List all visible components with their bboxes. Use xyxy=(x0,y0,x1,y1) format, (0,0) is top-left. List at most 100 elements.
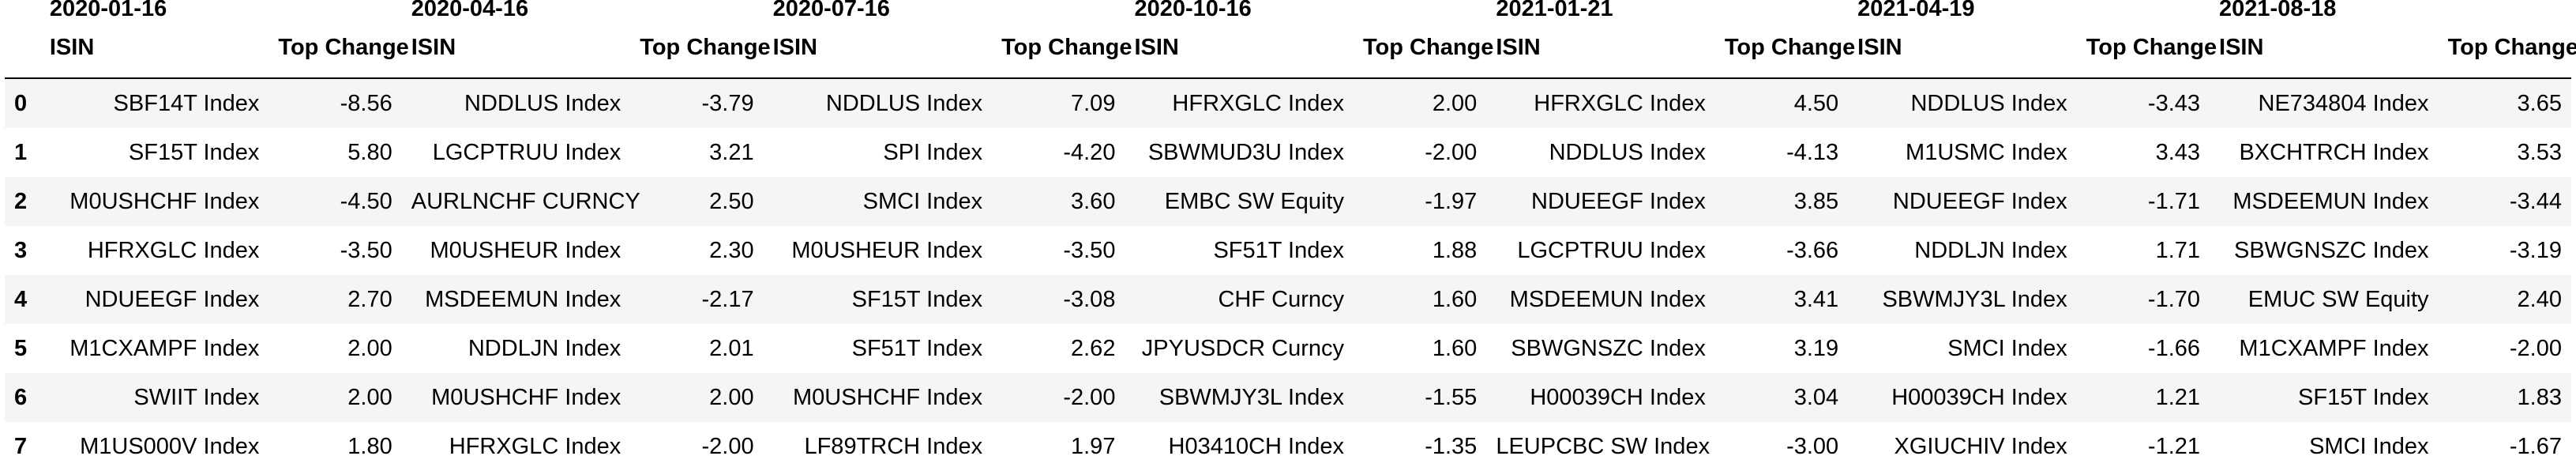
isin-cell: M0USHCHF Index xyxy=(793,385,983,410)
top-change-cell: -3.44 xyxy=(2509,189,2562,214)
top-change-cell: -4.20 xyxy=(1063,140,1116,165)
top-change-cell: -2.00 xyxy=(701,434,754,459)
top-change-cell: 2.30 xyxy=(709,238,754,263)
isin-cell: SF51T Index xyxy=(851,336,983,361)
top-change-cell: 1.97 xyxy=(1071,434,1116,459)
isin-cell: HFRXGLC Index xyxy=(1534,91,1706,116)
isin-cell: EMUC SW Equity xyxy=(2247,287,2429,312)
top-change-cell: -3.19 xyxy=(2509,238,2562,263)
isin-cell: NDDLUS Index xyxy=(825,91,983,116)
isin-cell: SF15T Index xyxy=(128,140,260,165)
top-change-column-header: Top Change xyxy=(2447,35,2576,60)
top-change-cell: -1.70 xyxy=(2147,287,2201,312)
table-row: 6 SWIIT Index 2.00 M0USHCHF Index 2.00 M0USHC… xyxy=(5,373,2571,422)
isin-cell: SMCI Index xyxy=(862,189,983,214)
isin-cell: MSDEEMUN Index xyxy=(2232,189,2429,214)
table-row: 2 M0USHCHF Index -4.50 AURLNCHF CURNCY 2.50 S… xyxy=(5,177,2571,226)
isin-cell: NDUEEGF Index xyxy=(1892,189,2067,214)
isin-cell: SF15T Index xyxy=(851,287,983,312)
date-group-header: 2021-04-19 xyxy=(1857,0,1975,21)
isin-cell: HFRXGLC Index xyxy=(87,238,260,263)
isin-cell: EMBC SW Equity xyxy=(1164,189,1344,214)
isin-cell: LGCPTRUU Index xyxy=(432,140,621,165)
isin-cell: NDDLUS Index xyxy=(1910,91,2067,116)
top-change-cell: 3.41 xyxy=(1793,287,1839,312)
isin-cell: SBWGNSZC Index xyxy=(1511,336,1706,361)
table-body: 0 SBF14T Index -8.56 NDDLUS Index -3.79 NDDLU… xyxy=(5,78,2571,471)
isin-cell: H00039CH Index xyxy=(1530,385,1706,410)
top-change-cell: 3.65 xyxy=(2517,91,2562,116)
top-change-cell: 1.60 xyxy=(1432,287,1478,312)
isin-cell: XGIUCHIV Index xyxy=(1894,434,2067,459)
top-change-cell: -2.00 xyxy=(2509,336,2562,361)
isin-cell: M1US000V Index xyxy=(80,434,260,459)
date-group-header-row: 2020-01-16 2020-04-16 2020-07-16 2020-10-16… xyxy=(5,0,2571,21)
top-change-cell: 2.00 xyxy=(347,385,392,410)
isin-cell: CHF Curncy xyxy=(1218,287,1344,312)
top-change-cell: 7.09 xyxy=(1071,91,1116,116)
isin-cell: LEUPCBC SW Index xyxy=(1496,434,1710,459)
top-change-column-header: Top Change xyxy=(278,35,409,60)
top-change-cell: -3.08 xyxy=(1063,287,1116,312)
top-change-cell: 3.19 xyxy=(1793,336,1839,361)
date-group-header: 2020-04-16 xyxy=(411,0,529,21)
top-change-cell: 2.62 xyxy=(1071,336,1116,361)
isin-cell: BXCHTRCH Index xyxy=(2239,140,2429,165)
isin-cell: M1USMC Index xyxy=(1906,140,2067,165)
row-index: 4 xyxy=(14,287,28,312)
top-change-cell: -1.67 xyxy=(2509,434,2562,459)
table-row: 1 SF15T Index 5.80 LGCPTRUU Index 3.21 SPI In… xyxy=(5,128,2571,177)
top-change-cell: -3.43 xyxy=(2147,91,2201,116)
isin-cell: HFRXGLC Index xyxy=(1172,91,1344,116)
top-change-cell: 2.01 xyxy=(709,336,754,361)
top-change-cell: -1.71 xyxy=(2147,189,2201,214)
isin-cell: SBWMJY3L Index xyxy=(1158,385,1344,410)
date-group-header: 2021-01-21 xyxy=(1496,0,1613,21)
isin-cell: MSDEEMUN Index xyxy=(1509,287,1706,312)
isin-cell: LGCPTRUU Index xyxy=(1517,238,1706,263)
isin-cell: SWIIT Index xyxy=(133,385,260,410)
top-change-cell: -2.17 xyxy=(701,287,754,312)
isin-cell: AURLNCHF CURNCY xyxy=(411,189,640,214)
isin-column-header: ISIN xyxy=(1496,35,1541,60)
isin-cell: NE734804 Index xyxy=(2258,91,2429,116)
isin-cell: JPYUSDCR Curncy xyxy=(1141,336,1344,361)
isin-column-header: ISIN xyxy=(2219,35,2264,60)
date-group-header: 2020-10-16 xyxy=(1134,0,1252,21)
isin-cell: M0USHCHF Index xyxy=(431,385,621,410)
isin-cell: SBF14T Index xyxy=(113,91,260,116)
isin-cell: NDUEEGF Index xyxy=(1531,189,1706,214)
row-index: 1 xyxy=(14,140,28,165)
isin-column-header: ISIN xyxy=(411,35,456,60)
isin-cell: SBWMJY3L Index xyxy=(1882,287,2067,312)
top-change-cell: 3.53 xyxy=(2517,140,2562,165)
top-change-cell: -2.00 xyxy=(1425,140,1478,165)
isin-cell: NDDLUS Index xyxy=(464,91,621,116)
row-index: 6 xyxy=(14,385,28,410)
isin-cell: M0USHCHF Index xyxy=(69,189,260,214)
top-change-table: 2020-01-16 2020-04-16 2020-07-16 2020-10-16… xyxy=(5,0,2576,471)
isin-cell: H00039CH Index xyxy=(1891,385,2067,410)
top-change-cell: -1.35 xyxy=(1425,434,1478,459)
top-change-cell: 2.00 xyxy=(1432,91,1478,116)
top-change-column-header: Top Change xyxy=(1001,35,1132,60)
isin-column-header: ISIN xyxy=(772,35,817,60)
top-change-cell: 1.83 xyxy=(2517,385,2562,410)
table-row: 3 HFRXGLC Index -3.50 M0USHEUR Index 2.30 M0U… xyxy=(5,226,2571,275)
isin-cell: NDUEEGF Index xyxy=(84,287,260,312)
isin-column-header: ISIN xyxy=(1857,35,1902,60)
top-change-cell: 1.88 xyxy=(1432,238,1478,263)
top-change-cell: 2.50 xyxy=(709,189,754,214)
isin-cell: M0USHEUR Index xyxy=(430,238,621,263)
isin-column-header: ISIN xyxy=(1134,35,1179,60)
index-header xyxy=(5,17,40,78)
date-group-header: 2020-07-16 xyxy=(772,0,890,21)
top-change-cell: -2.00 xyxy=(1063,385,1116,410)
row-index: 5 xyxy=(14,336,28,361)
isin-cell: LF89TRCH Index xyxy=(804,434,983,459)
row-index: 3 xyxy=(14,238,28,263)
top-change-cell: -1.55 xyxy=(1425,385,1478,410)
table-row: 7 M1US000V Index 1.80 HFRXGLC Index -2.00 LF8… xyxy=(5,422,2571,471)
isin-cell: SBWMUD3U Index xyxy=(1147,140,1344,165)
table-row: 5 M1CXAMPF Index 2.00 NDDLJN Index 2.01 SF51T… xyxy=(5,324,2571,373)
